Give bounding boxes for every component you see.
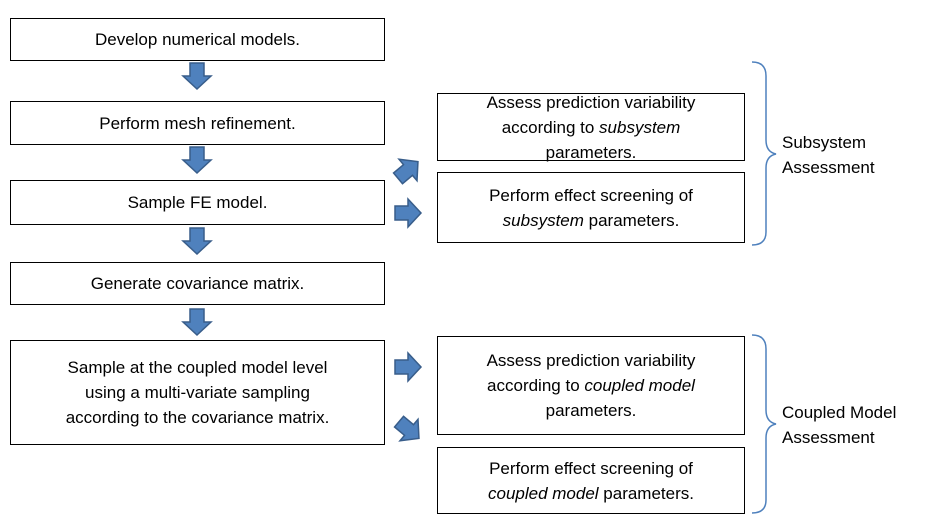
process-box: Perform mesh refinement.	[10, 101, 385, 145]
text-line: coupled model parameters.	[488, 481, 694, 506]
text-run: Assess prediction variability	[486, 92, 696, 112]
text-run: Generate covariance matrix.	[90, 274, 305, 293]
brace	[751, 61, 777, 246]
text-run: subsystem	[502, 210, 584, 230]
process-box: Sample at the coupled model level using a…	[10, 340, 385, 445]
text-run: Assess prediction variability	[486, 351, 696, 370]
text-line: parameters.	[546, 140, 637, 165]
text-run: Develop numerical models.	[94, 30, 301, 49]
text-run: parameters.	[545, 401, 637, 420]
text-line: Sample at the coupled model level	[68, 355, 328, 380]
text-run: coupled model	[584, 376, 695, 395]
text-line: Assess prediction variability	[487, 348, 696, 373]
process-box: Assess prediction variability according t…	[437, 336, 745, 435]
text-run: Sample FE model.	[127, 193, 268, 212]
label-line: Subsystem	[782, 133, 867, 152]
text-line: Perform mesh refinement.	[99, 111, 296, 136]
text-run: subsystem	[599, 117, 681, 137]
arrow-down	[182, 62, 212, 90]
text-run: using a multi-variate sampling	[85, 383, 310, 402]
label-line: Assessment	[782, 428, 875, 447]
text-line: Perform effect screening of	[489, 183, 693, 208]
text-run: parameters.	[583, 210, 680, 230]
process-box: Perform effect screening of subsystem par…	[437, 172, 745, 243]
process-box: Generate covariance matrix.	[10, 262, 385, 305]
arrow-down	[182, 308, 212, 336]
label-line: Assessment	[782, 158, 875, 177]
text-line: Sample FE model.	[128, 190, 268, 215]
process-box: Sample FE model.	[10, 180, 385, 225]
text-run: parameters.	[545, 142, 637, 162]
text-run: coupled model	[487, 483, 599, 503]
arrow-right	[394, 352, 422, 382]
text-run: Perform effect screening of	[489, 185, 693, 205]
text-line: according to the covariance matrix.	[66, 405, 330, 430]
text-line: Generate covariance matrix.	[91, 271, 305, 296]
group-label: Subsystem Assessment	[782, 130, 875, 180]
brace	[751, 334, 777, 514]
arrow-down	[182, 227, 212, 255]
text-line: using a multi-variate sampling	[85, 380, 310, 405]
group-label: Coupled Model Assessment	[782, 400, 896, 450]
process-box: Develop numerical models.	[10, 18, 385, 61]
text-line: Develop numerical models.	[95, 27, 300, 52]
arrow-down	[182, 146, 212, 174]
text-line: subsystem parameters.	[503, 208, 680, 233]
text-run: according to	[487, 376, 585, 395]
arrow-diagonal	[389, 410, 429, 450]
text-line: according to subsystem	[502, 115, 681, 140]
text-line: Assess prediction variability	[487, 90, 696, 115]
text-run: parameters.	[598, 483, 694, 503]
text-run: Perform effect screening of	[489, 458, 693, 478]
text-run: Sample at the coupled model level	[67, 358, 328, 377]
label-line: Coupled Model	[782, 403, 897, 422]
text-line: Perform effect screening of	[489, 456, 693, 481]
arrow-right	[394, 198, 422, 228]
arrow-diagonal	[388, 150, 428, 190]
text-line: according to coupled model	[487, 373, 695, 398]
text-run: Perform mesh refinement.	[99, 113, 296, 133]
process-box: Assess prediction variability according t…	[437, 90, 745, 162]
process-box: Perform effect screening of coupled model…	[437, 447, 745, 514]
text-run: according to the covariance matrix.	[65, 408, 330, 427]
text-run: according to	[501, 117, 600, 137]
text-line: parameters.	[546, 398, 637, 423]
